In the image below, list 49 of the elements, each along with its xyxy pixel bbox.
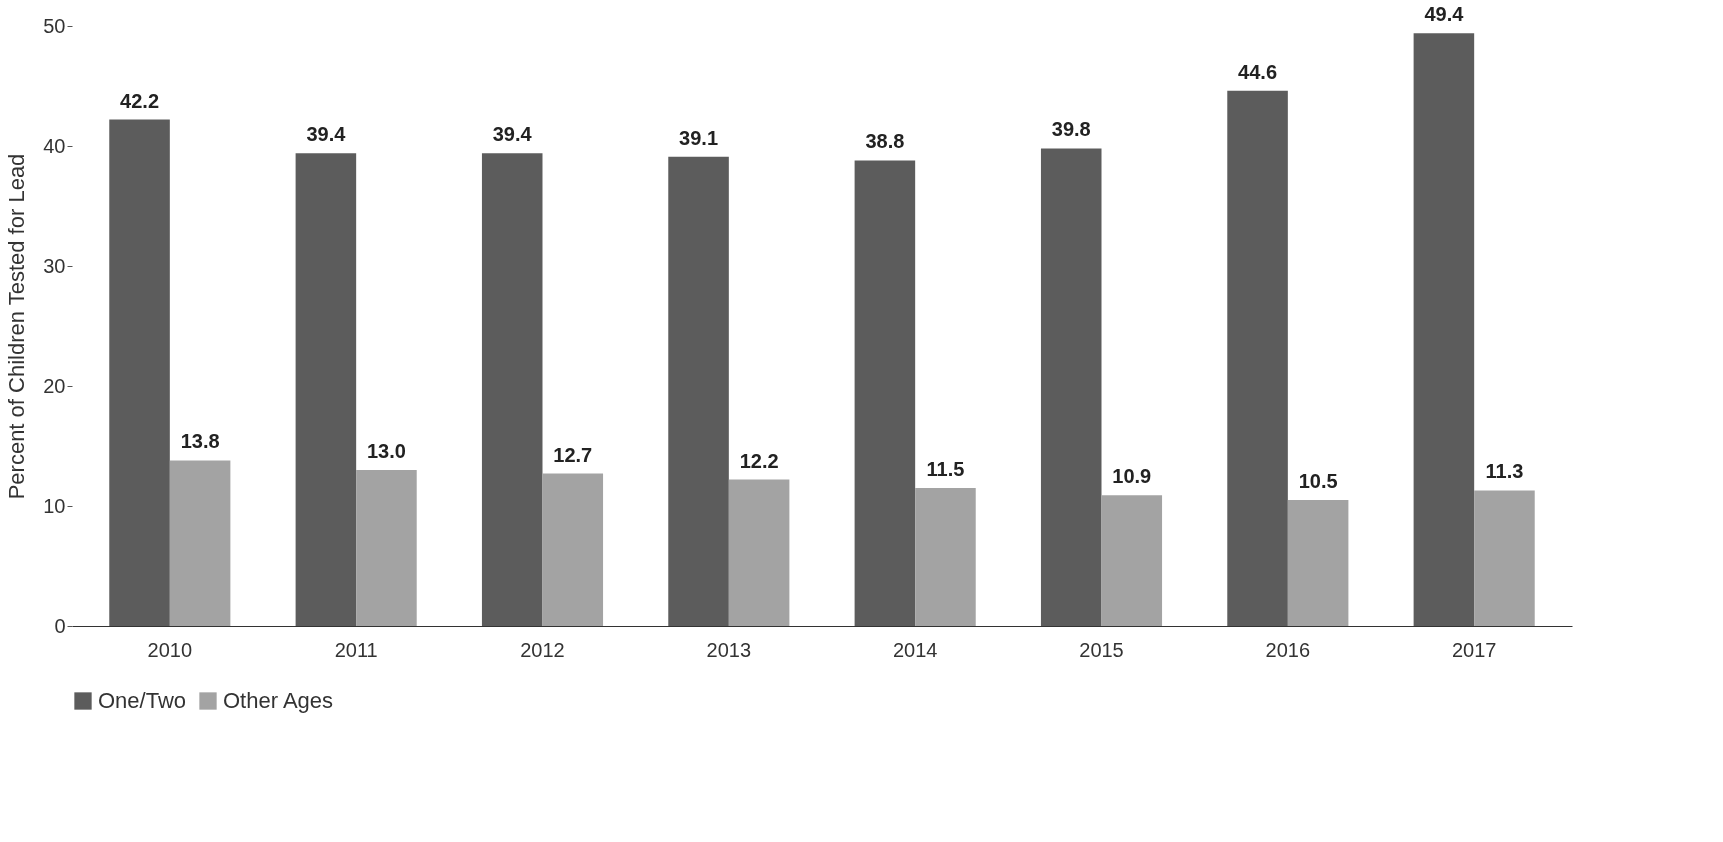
data-label: 42.2: [120, 89, 160, 112]
bar: [728, 479, 790, 626]
data-label: 39.1: [679, 126, 719, 149]
y-tick-label: 10: [43, 494, 66, 517]
data-label: 44.6: [1238, 60, 1278, 83]
x-tick-label: 2016: [1265, 638, 1311, 661]
data-label: 10.9: [1112, 465, 1152, 488]
y-tick-label: 30: [43, 254, 66, 277]
x-tick-label: 2013: [706, 638, 752, 661]
data-label: 13.0: [366, 440, 406, 462]
bar: [542, 473, 604, 626]
x-tick-label: 2010: [147, 638, 193, 661]
bar: [1287, 500, 1349, 626]
bar: [1413, 33, 1475, 626]
bar: [854, 160, 916, 626]
bar: [481, 153, 543, 626]
bar: [356, 470, 417, 626]
data-label: 13.8: [180, 430, 220, 453]
legend-label: One/Two: [98, 688, 187, 713]
x-tick-label: 2017: [1451, 638, 1497, 661]
y-tick-label: 20: [43, 374, 66, 397]
bar: [915, 488, 976, 626]
y-tick-label: 40: [43, 134, 66, 157]
y-axis-title: Percent of Children Tested for Lead: [4, 153, 30, 500]
legend-label: Other Ages: [223, 688, 334, 713]
bar: [1227, 90, 1288, 626]
y-tick-label: 50: [43, 14, 66, 37]
data-label: 39.4: [306, 123, 347, 146]
bar: [295, 153, 357, 626]
bar: [1474, 490, 1535, 626]
bar: [1101, 495, 1163, 626]
x-tick-label: 2015: [1079, 638, 1124, 661]
bar: [668, 156, 729, 626]
y-tick-label: 0: [54, 614, 66, 637]
bar: [169, 460, 231, 626]
x-tick-label: 2014: [892, 638, 938, 661]
x-tick-label: 2012: [520, 638, 565, 661]
bar: [109, 119, 170, 626]
data-label: 49.4: [1424, 3, 1465, 26]
data-label: 39.8: [1051, 118, 1091, 141]
bar: [1040, 148, 1102, 626]
data-label: 11.3: [1485, 460, 1524, 483]
data-label: 39.4: [492, 123, 533, 146]
data-label: 12.7: [553, 443, 593, 466]
data-label: 10.5: [1298, 470, 1338, 492]
x-tick-label: 2011: [334, 638, 378, 661]
data-label: 12.2: [739, 449, 779, 472]
data-label: 11.5: [926, 458, 965, 480]
data-label: 38.8: [865, 130, 905, 153]
